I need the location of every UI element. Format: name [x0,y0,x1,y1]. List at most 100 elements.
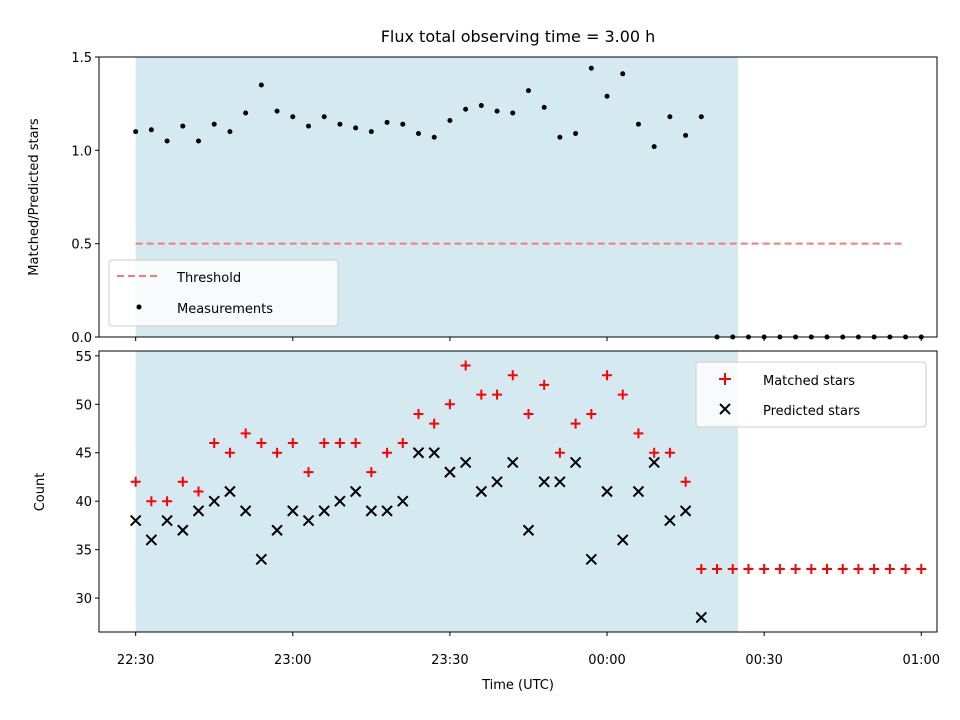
matched-star-point [554,447,565,458]
measurement-point [258,82,264,88]
y-tick-label: 55 [75,350,92,365]
predicted-star-point [491,476,503,488]
measurement-point [573,131,579,137]
measurement-point [180,123,186,129]
measurement-point [494,108,500,114]
measurement-point [415,131,421,137]
x-tick-label: 23:00 [274,653,311,668]
matched-star-point [492,389,503,400]
bottom-legend: Matched stars Predicted stars [695,361,927,428]
matched-star-point [774,564,785,575]
measurement-point [478,103,484,109]
predicted-star-point [271,524,283,536]
predicted-star-point [208,495,220,507]
predicted-star-point [459,456,472,469]
matched-star-point [460,360,471,371]
matched-star-point [727,564,738,575]
x-tick-label: 01:00 [903,653,940,668]
matched-star-point [319,438,330,449]
predicted-star-point [569,456,582,469]
matched-star-point [916,564,927,575]
measurement-point [368,129,374,135]
matched-star-point [853,564,864,575]
matched-star-point [382,447,393,458]
matched-star-point [570,418,581,429]
measurement-point [227,129,233,135]
predicted-star-point [161,514,173,527]
matched-star-point [350,438,361,449]
measurement-point [683,132,689,138]
measurement-point [447,117,453,123]
x-tick-label: 00:00 [588,653,625,668]
predicted-star-point [381,505,393,517]
predicted-star-point [648,456,660,469]
bottom-ylabel: Count [33,473,48,512]
matched-star-point [162,496,173,507]
matched-star-point [649,447,660,458]
measurement-point [541,104,547,110]
measurement-point [337,121,343,127]
axes-frame [98,350,938,633]
matched-star-point [790,564,801,575]
predicted-star-point [428,447,440,459]
matched-star-point [680,476,691,487]
matched-star-point [444,399,455,410]
predicted-star-point [302,514,315,527]
matched-star-point [397,438,408,449]
chart-title: Flux total observing time = 3.00 h [381,27,656,46]
predicted-star-point [192,505,205,517]
predicted-star-point [538,476,550,488]
bottom-xlabel: Time (UTC) [481,678,554,693]
measurement-point [148,127,154,133]
y-tick-label: 40 [75,495,92,510]
matched-star-point [476,389,487,400]
measurement-point [620,71,626,77]
predicted-star-point [679,505,692,517]
predicted-star-point [318,505,330,517]
matched-star-point [696,564,707,575]
measurement-point [211,121,217,127]
matched-star-point [869,564,880,575]
predicted-star-point [617,534,629,546]
y-tick-label: 1.5 [71,51,92,66]
measurement-point [604,93,610,99]
predicted-star-point [444,466,456,478]
matched-star-point [617,389,628,400]
y-tick-label: 50 [75,398,92,413]
matched-star-point [193,486,204,497]
matched-star-point [586,408,597,419]
bottom-plot-area: 30 35 40 45 50 55 22:30 23:00 23:30 00:00 00:30 01:… [75,350,940,668]
x-tick-label: 22:30 [117,653,154,668]
matched-star-point [413,408,424,419]
measurement-point [431,134,437,140]
y-tick-label: 1.0 [71,144,92,159]
matched-star-point [900,564,911,575]
measurement-point [588,65,594,71]
predicted-star-point [239,505,252,517]
matched-star-point [602,370,613,381]
matched-star-point [759,564,770,575]
predicted-star-point [397,495,409,507]
legend-matched-swatch [719,373,731,385]
matched-star-point [507,370,518,381]
predicted-star-point [224,485,236,498]
legend-predicted-label: Predicted stars [763,404,860,419]
measurement-point [321,114,327,120]
predicted-star-point [129,514,142,527]
y-tick-label: 35 [75,544,92,559]
matched-star-point [633,428,644,439]
matched-star-point [712,564,723,575]
measurement-point [133,129,139,135]
legend-measurements-label: Measurements [177,302,273,317]
matched-star-point [366,467,377,478]
y-tick-label: 0.0 [71,331,92,346]
measurement-point [525,88,531,94]
predicted-star-point [475,485,488,498]
matched-star-point [177,476,188,487]
matched-star-point [209,438,220,449]
y-tick-label: 45 [75,447,92,462]
x-tick-label: 23:30 [431,653,468,668]
matched-star-point [272,447,283,458]
y-tick-label: 0.5 [71,238,92,253]
measurement-point [384,119,390,125]
